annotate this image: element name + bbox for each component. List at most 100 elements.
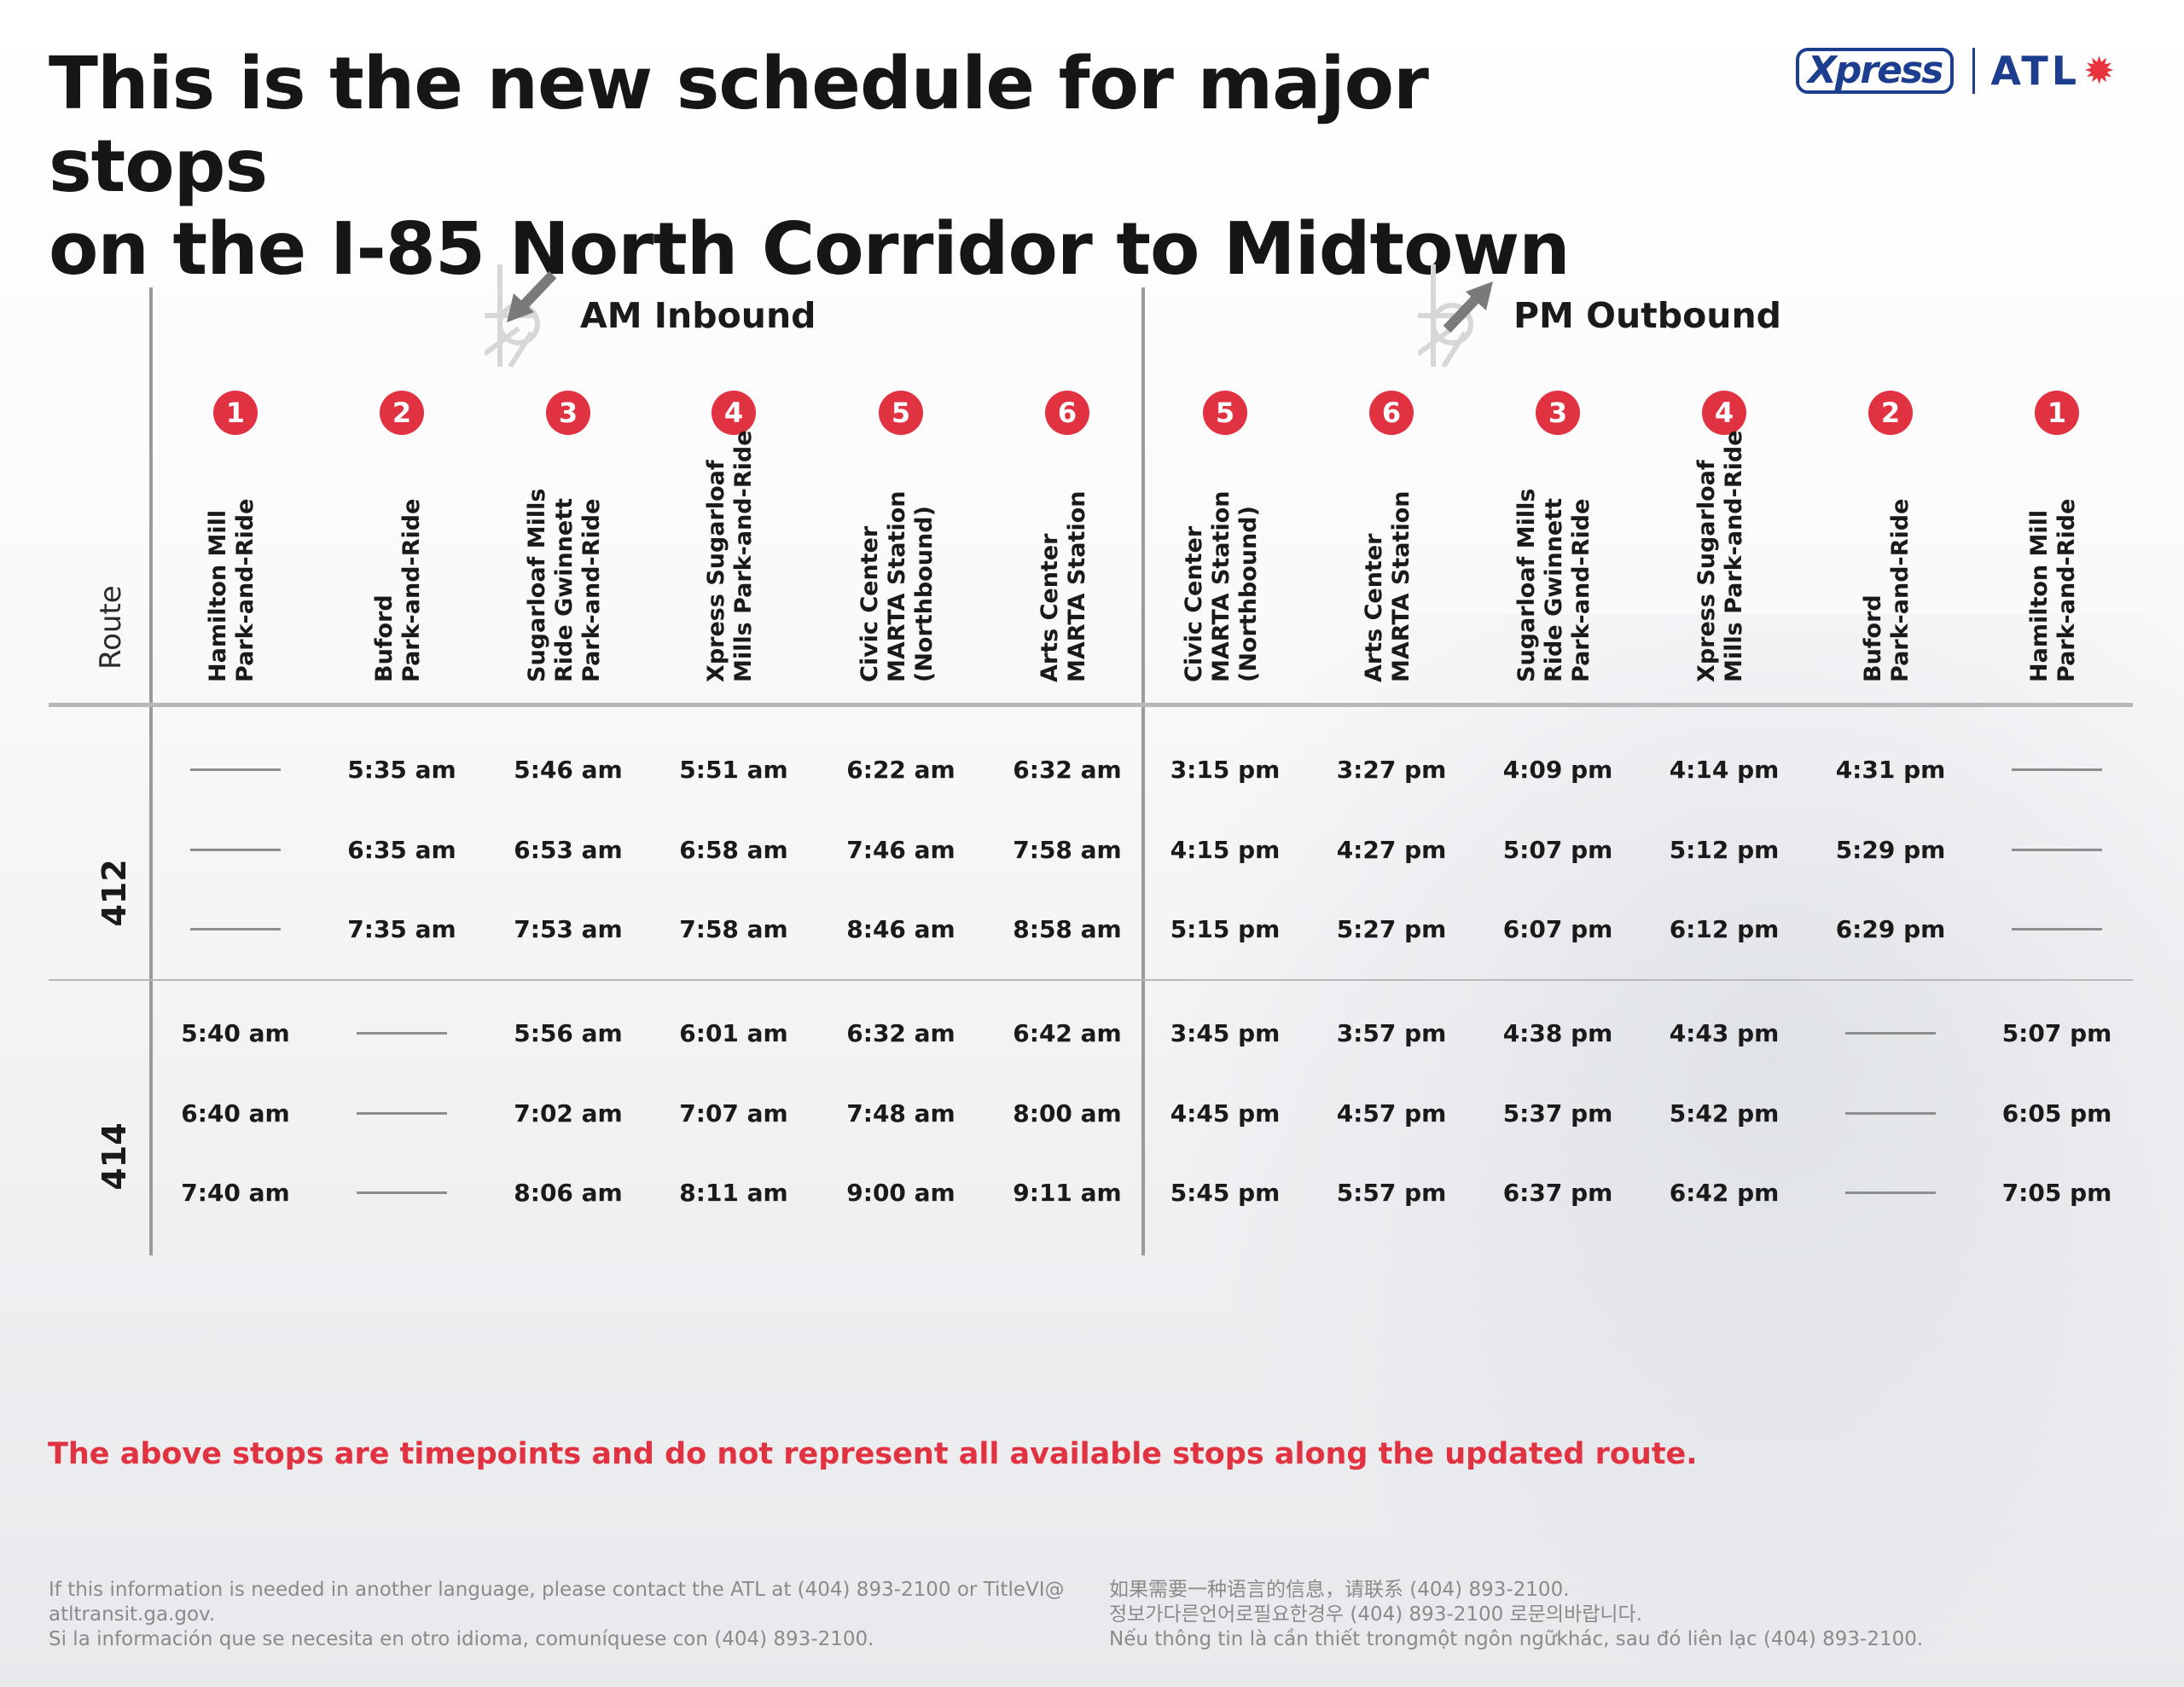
- departure-time: 7:53 am: [514, 915, 623, 943]
- stop-name-line: Sugarloaf Mills: [1513, 488, 1540, 682]
- stop-name-header: Sugarloaf Mills Ride Gwinnett Park-and-Rid…: [524, 401, 606, 682]
- stop-name-line: Arts Center: [1037, 533, 1063, 682]
- outbound-arrow-icon: [1418, 264, 1493, 367]
- stop-name-line: Park-and-Ride: [232, 498, 258, 682]
- departure-time: 4:38 pm: [1502, 1019, 1613, 1047]
- stop-name-header: Buford Park-and-Ride: [1860, 401, 1914, 682]
- departure-time: 5:07 pm: [2001, 1019, 2112, 1047]
- departure-time: 5:37 pm: [1502, 1099, 1613, 1128]
- route-number: 414: [96, 1122, 133, 1191]
- departure-time: 6:53 am: [514, 836, 623, 864]
- departure-time: 4:14 pm: [1669, 756, 1780, 784]
- departure-time: 7:02 am: [514, 1099, 623, 1128]
- page-title: This is the new schedule for major stops…: [49, 43, 1670, 291]
- stop-number-badge: 2: [380, 391, 424, 435]
- language-notice-line: Si la información que se necesita en otr…: [49, 1628, 874, 1650]
- am-pm-divider: [1141, 287, 1145, 1255]
- departure-time: 5:35 am: [347, 756, 456, 784]
- stop-number-badge: 5: [879, 391, 923, 435]
- stop-name-line: (Northbound): [911, 506, 938, 682]
- xpress-atl-logo: Xpress ATL ✹: [1796, 44, 2137, 97]
- departure-time: 8:58 am: [1013, 915, 1122, 943]
- language-notice-line: 정보가다른언어로필요한경우 (404) 893-2100 로문의바랍니다.: [1109, 1603, 1643, 1626]
- departure-time: 7:07 am: [679, 1099, 788, 1128]
- stop-name-header: Buford Park-and-Ride: [371, 401, 426, 682]
- stop-name-line: Hamilton Mill: [2026, 509, 2053, 682]
- stop-number-badge: 6: [1045, 391, 1089, 435]
- route-number: 412: [96, 859, 133, 927]
- departure-time: 6:42 am: [1013, 1019, 1122, 1047]
- no-service-dash: [190, 849, 281, 851]
- language-notice-line: atltransit.ga.gov.: [49, 1603, 216, 1626]
- departure-time: 6:05 pm: [2001, 1099, 2112, 1128]
- departure-time: 7:46 am: [846, 836, 956, 864]
- departure-time: 6:40 am: [181, 1099, 290, 1128]
- stop-name-line: Civic Center: [1181, 525, 1207, 682]
- departure-time: 4:31 pm: [1835, 756, 1946, 784]
- route-column-header: Route: [94, 585, 128, 670]
- stop-name-line: (Northbound): [1235, 506, 1262, 682]
- departure-time: 8:00 am: [1013, 1099, 1122, 1128]
- title-line-2: on the I-85 North Corridor to Midtown: [49, 207, 1571, 292]
- departure-time: 7:48 am: [846, 1099, 956, 1128]
- inbound-arrow-icon: [485, 264, 557, 367]
- stop-name-header: Civic Center MARTA Station (Northbound): [857, 401, 938, 682]
- departure-time: 5:46 am: [514, 756, 623, 784]
- departure-time: 4:57 pm: [1336, 1099, 1447, 1128]
- stop-name-line: Park-and-Ride: [578, 498, 605, 682]
- pm-outbound-header: PM Outbound: [1418, 264, 1781, 367]
- departure-time: 7:40 am: [181, 1179, 290, 1207]
- departure-time: 5:42 pm: [1669, 1099, 1780, 1128]
- xpress-logo: Xpress: [1796, 48, 1955, 94]
- stop-name-line: MARTA Station: [1208, 490, 1234, 682]
- no-service-dash: [357, 1032, 447, 1035]
- stop-name-line: Park-and-Ride: [398, 498, 425, 682]
- stop-name-line: Xpress Sugarloaf: [703, 460, 729, 682]
- departure-time: 7:58 am: [679, 915, 788, 943]
- departure-time: 5:15 pm: [1170, 915, 1281, 943]
- stop-name-line: Mills Park-and-Ride: [1721, 430, 1747, 682]
- stop-name-line: MARTA Station: [884, 490, 910, 682]
- departure-time: 5:51 am: [679, 756, 788, 784]
- departure-time: 6:58 am: [679, 836, 788, 864]
- no-service-dash: [1845, 1112, 1936, 1115]
- departure-time: 3:45 pm: [1170, 1019, 1281, 1047]
- departure-time: 6:07 pm: [1502, 915, 1613, 943]
- no-service-dash: [357, 1112, 447, 1115]
- stop-name-header: Hamilton Mill Park-and-Ride: [205, 401, 259, 682]
- atl-logo: ATL: [1990, 48, 2081, 94]
- departure-time: 7:58 am: [1013, 836, 1122, 864]
- departure-time: 3:15 pm: [1170, 756, 1281, 784]
- departure-time: 8:06 am: [514, 1179, 623, 1207]
- departure-time: 4:27 pm: [1336, 836, 1447, 864]
- pm-outbound-label: PM Outbound: [1513, 295, 1782, 336]
- no-service-dash: [190, 928, 281, 930]
- language-notice-left: If this information is needed in another…: [49, 1578, 1072, 1652]
- stop-name-header: Xpress Sugarloaf Mills Park-and-Ride: [703, 401, 758, 682]
- stop-name-header: Arts Center MARTA Station: [1361, 401, 1415, 682]
- sun-star-icon: ✹: [2083, 49, 2115, 93]
- stop-name-line: MARTA Station: [1064, 490, 1090, 682]
- departure-time: 5:07 pm: [1502, 836, 1613, 864]
- language-notice-line: 如果需要一种语言的信息，请联系 (404) 893-2100.: [1109, 1579, 1570, 1601]
- am-inbound-header: AM Inbound: [485, 264, 816, 367]
- departure-time: 6:42 pm: [1669, 1179, 1780, 1207]
- stop-number-badge: 1: [213, 391, 258, 435]
- departure-time: 4:09 pm: [1502, 756, 1613, 784]
- no-service-dash: [2012, 928, 2102, 930]
- departure-time: 4:45 pm: [1170, 1099, 1281, 1128]
- am-inbound-label: AM Inbound: [580, 295, 816, 336]
- timepoints-note: The above stops are timepoints and do no…: [48, 1437, 1698, 1471]
- stop-number-badge: 5: [1203, 391, 1247, 435]
- departure-time: 6:37 pm: [1502, 1179, 1613, 1207]
- stop-name-header: Sugarloaf Mills Ride Gwinnett Park-and-Rid…: [1513, 401, 1595, 682]
- departure-time: 5:27 pm: [1336, 915, 1447, 943]
- background-bus-photo: [1160, 614, 2184, 1687]
- stop-number-badge: 3: [1536, 391, 1580, 435]
- stop-name-line: Xpress Sugarloaf: [1693, 460, 1720, 682]
- stop-number-badge: 6: [1369, 391, 1414, 435]
- departure-time: 4:43 pm: [1669, 1019, 1780, 1047]
- stop-name-line: Buford: [371, 594, 398, 682]
- language-notice-line: If this information is needed in another…: [49, 1579, 1065, 1601]
- stop-name-header: Civic Center MARTA Station (Northbound): [1181, 401, 1263, 682]
